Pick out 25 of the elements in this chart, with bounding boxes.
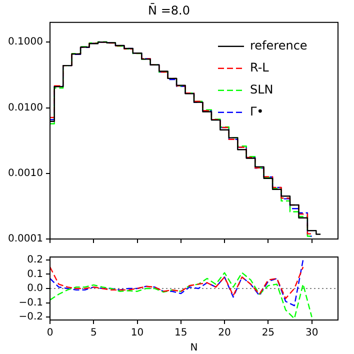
y-tick-label: 0.1 bbox=[27, 268, 43, 280]
legend-label: Γ• bbox=[250, 104, 264, 119]
x-tick-label: 25 bbox=[262, 328, 275, 339]
legend-label: reference bbox=[250, 38, 308, 53]
y-tick-label: 0.2 bbox=[27, 254, 43, 266]
y-tick-label: −0.1 bbox=[18, 297, 43, 308]
x-tick-label: 0 bbox=[46, 328, 54, 339]
legend-label: SLN bbox=[250, 82, 274, 97]
y-tick-label: 0.0001 bbox=[8, 234, 43, 245]
x-tick-label: 10 bbox=[130, 328, 144, 339]
x-tick-label: 15 bbox=[174, 328, 188, 339]
x-tick-label: 5 bbox=[90, 328, 97, 339]
y-tick-label: 0.1000 bbox=[8, 36, 43, 48]
x-tick-label: 30 bbox=[305, 328, 318, 339]
line-series bbox=[50, 266, 304, 300]
y-tick-label: −0.2 bbox=[18, 312, 43, 323]
legend-label: R-L bbox=[250, 60, 270, 75]
y-tick-label: 0.0100 bbox=[8, 102, 43, 114]
line-series bbox=[50, 259, 304, 306]
line-series bbox=[50, 272, 312, 320]
x-tick-label: 20 bbox=[218, 328, 231, 339]
chart-title: N̄ =8.0 bbox=[148, 3, 190, 18]
x-axis-title: N bbox=[190, 342, 198, 354]
y-tick-label: 0.0010 bbox=[8, 168, 43, 179]
y-tick-label: 0.0 bbox=[27, 283, 43, 294]
